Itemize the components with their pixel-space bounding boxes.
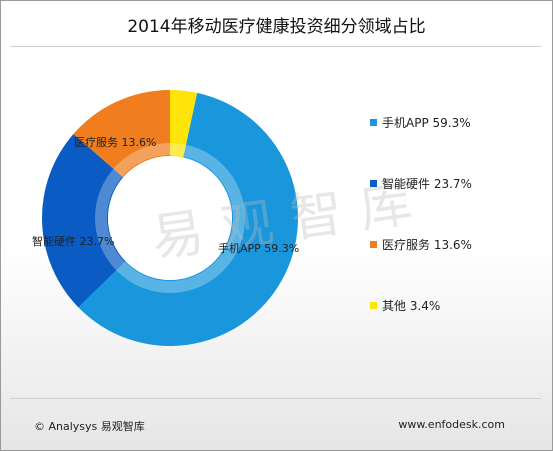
legend-item-0: 手机APP 59.3% [382, 116, 471, 130]
legend-swatch-1 [370, 180, 377, 187]
slice-0 [78, 92, 298, 346]
legend-swatch-0 [370, 119, 377, 126]
donut-inner-ring [95, 143, 245, 293]
legend-item-1: 智能硬件 23.7% [382, 176, 472, 191]
slice-3 [170, 90, 198, 158]
footer-website: www.enfodesk.com [398, 418, 505, 431]
footer-divider [10, 398, 541, 399]
legend-swatch-3 [370, 302, 377, 309]
legend: 手机APP 59.3% 智能硬件 23.7% 医疗服务 13.6% 其他 3.4% [370, 116, 472, 313]
slice-label-0: 手机APP 59.3% [218, 241, 299, 255]
slice-2 [73, 90, 170, 178]
donut-slices [41, 90, 298, 346]
slice-label-2: 医疗服务 13.6% [74, 135, 156, 149]
donut-hole [108, 156, 232, 280]
slice-1 [41, 133, 126, 308]
slice-labels: 手机APP 59.3% 智能硬件 23.7% 医疗服务 13.6% [32, 135, 299, 255]
title-divider [10, 46, 541, 47]
legend-item-3: 其他 3.4% [382, 299, 440, 313]
chart-title: 2014年移动医疗健康投资细分领域占比 [127, 17, 426, 37]
slice-label-1: 智能硬件 23.7% [32, 234, 114, 248]
footer-copyright: © Analysys 易观智库 [34, 420, 145, 433]
legend-item-2: 医疗服务 13.6% [382, 237, 472, 252]
legend-swatch-2 [370, 241, 377, 248]
